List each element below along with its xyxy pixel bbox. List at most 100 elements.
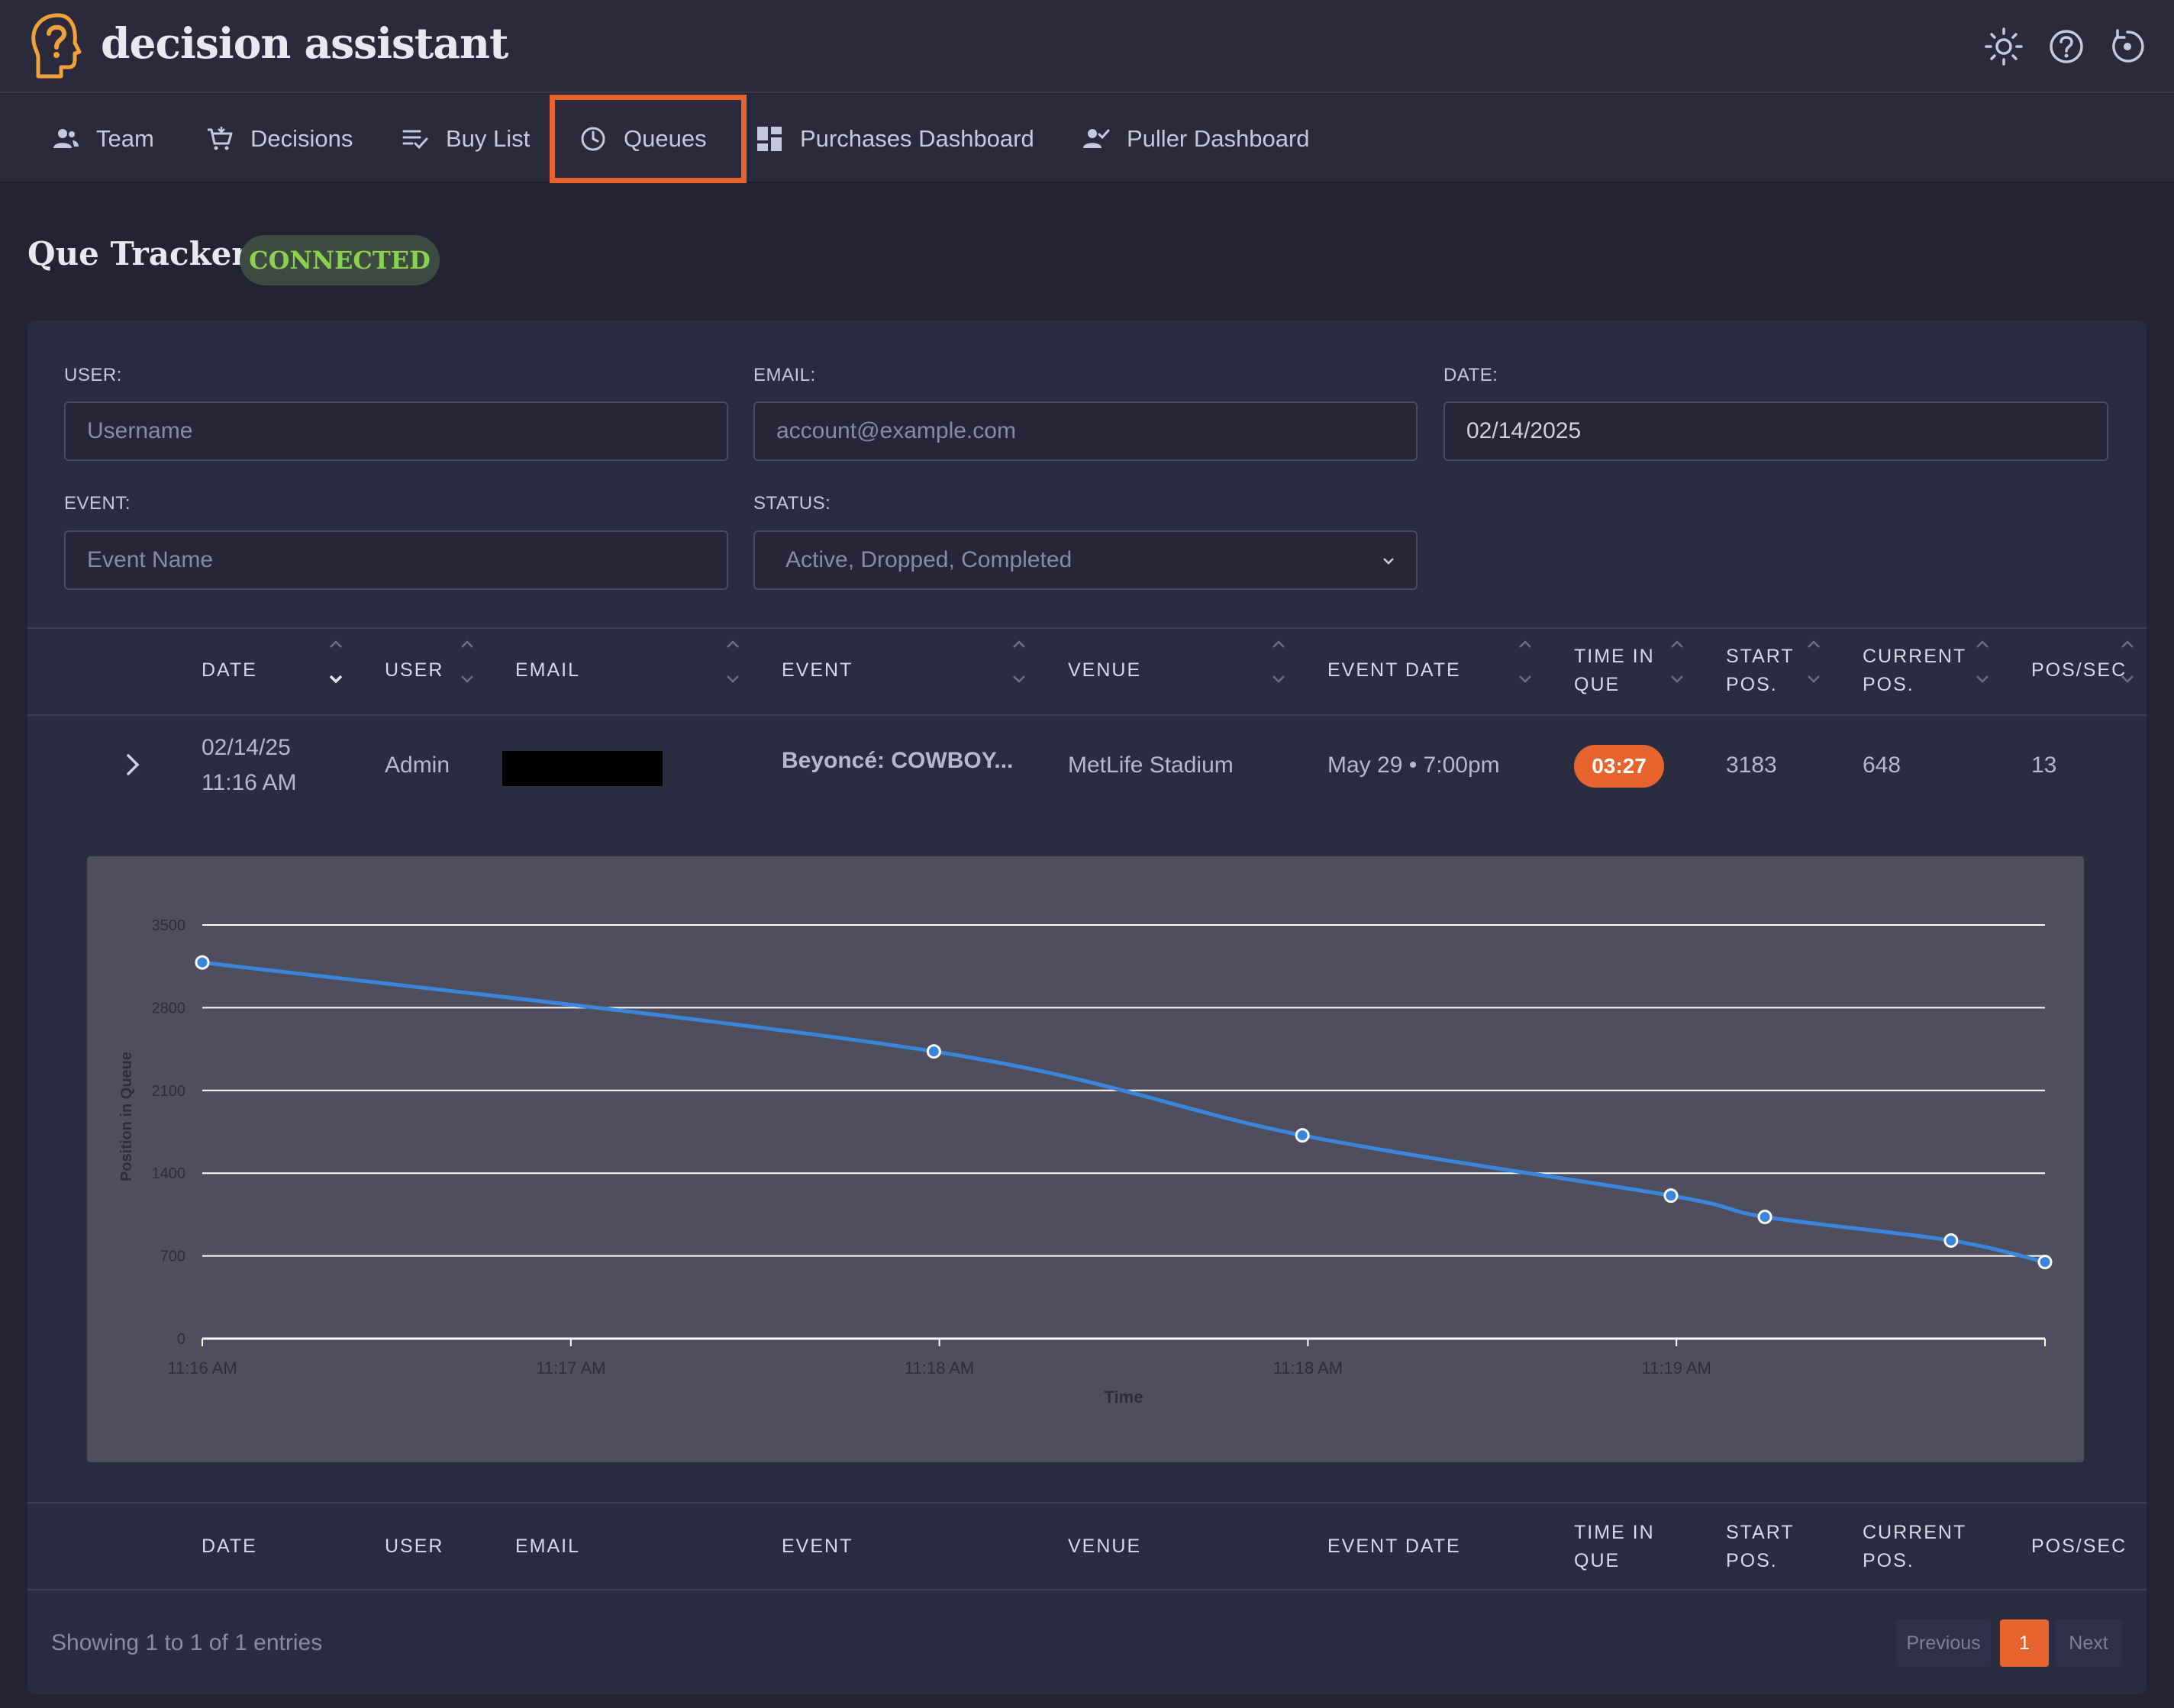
data-point (1757, 1209, 1772, 1224)
x-tick-label: 11:18 AM (905, 1358, 974, 1378)
cart-icon (208, 127, 233, 150)
divider (27, 627, 2147, 629)
column-header-user[interactable]: USER (385, 656, 444, 685)
column-header-email[interactable]: EMAIL (515, 656, 580, 685)
nav-label: Buy List (446, 125, 531, 152)
column-header-label: EVENT (782, 659, 853, 681)
footer-header-user: USER (385, 1536, 444, 1557)
table-info: Showing 1 to 1 of 1 entries (51, 1630, 323, 1655)
event-filter-input[interactable] (64, 530, 728, 590)
y-tick-label: 1400 (152, 1165, 186, 1182)
row-user: Admin (385, 752, 450, 778)
redacted-email (502, 751, 663, 786)
sort-arrows-icon[interactable] (1805, 638, 1822, 684)
date-filter-label: DATE: (1443, 365, 1498, 385)
row-event[interactable]: Beyoncé: COWBOY... (782, 748, 1014, 773)
column-header-label: TIME IN (1574, 646, 1655, 667)
row-date-day: 02/14/25 (202, 735, 291, 760)
y-tick-label: 0 (177, 1331, 185, 1348)
status-filter-select[interactable]: Active, Dropped, Completed (753, 530, 1418, 590)
user-filter-label: USER: (64, 365, 122, 385)
column-header-label: POS. (1726, 674, 1778, 695)
sort-arrows-icon[interactable] (327, 638, 344, 684)
chart-svg: 0 700 1400 2100 2800 3500 11:16 AM 11:17 AM 11:1… (118, 917, 2053, 1407)
nav-item-buy-list[interactable]: Buy List (402, 95, 530, 183)
clock-icon (581, 127, 605, 151)
sort-arrows-icon[interactable] (2119, 638, 2136, 684)
divider (27, 714, 2147, 716)
nav-item-queues[interactable]: Queues (550, 95, 747, 183)
sort-arrows-icon[interactable] (1974, 638, 1991, 684)
brightness-icon[interactable] (1983, 26, 2024, 67)
team-icon (53, 129, 79, 148)
data-point (926, 1044, 941, 1059)
head-question-logo-icon (31, 13, 82, 79)
column-header-label: START (1726, 646, 1795, 667)
column-header-pos-sec[interactable]: POS/SEC (2031, 656, 2127, 685)
column-header-label: QUE (1574, 674, 1621, 695)
page-1-button[interactable]: 1 (2000, 1619, 2049, 1667)
refresh-icon[interactable] (2107, 26, 2148, 67)
page-title: Que Tracker (27, 235, 249, 272)
x-tick-label: 11:18 AM (1273, 1358, 1343, 1378)
status-filter-value: Active, Dropped, Completed (785, 547, 1072, 572)
column-header-label: CURRENT (1863, 646, 1967, 667)
sort-arrows-icon[interactable] (1669, 638, 1685, 684)
data-point (1943, 1233, 1959, 1248)
main-nav: Team Decisions Buy List Queues (0, 95, 2174, 183)
nav-item-decisions[interactable]: Decisions (206, 95, 353, 183)
date-filter-input[interactable] (1443, 401, 2108, 461)
footer-header-date: DATE (202, 1536, 257, 1557)
divider (27, 1502, 2147, 1503)
row-date: 02/14/25 11:16 AM (202, 730, 297, 801)
nav-item-puller-dashboard[interactable]: Puller Dashboard (1082, 95, 1310, 183)
column-header-label: POS. (1863, 674, 1914, 695)
column-header-label: VENUE (1068, 659, 1142, 681)
row-date-time: 11:16 AM (202, 770, 297, 795)
chevron-right-icon[interactable] (122, 751, 144, 778)
y-tick-label: 3500 (152, 917, 186, 934)
row-start-pos: 3183 (1726, 752, 1777, 778)
x-tick-label: 11:17 AM (536, 1358, 605, 1378)
column-header-label: USER (385, 659, 444, 681)
column-header-label: EVENT DATE (1327, 659, 1461, 681)
column-header-start-pos[interactable]: START POS. (1726, 643, 1795, 699)
column-header-label: DATE (202, 659, 257, 681)
column-header-event[interactable]: EVENT (782, 656, 853, 685)
sort-arrows-icon[interactable] (1270, 638, 1287, 684)
app-title: decision assistant (101, 18, 508, 68)
row-current-pos: 648 (1863, 752, 1901, 778)
nav-item-team[interactable]: Team (52, 95, 154, 183)
column-header-venue[interactable]: VENUE (1068, 656, 1141, 685)
footer-header-label: QUE (1574, 1550, 1621, 1571)
sort-arrows-icon[interactable] (459, 638, 476, 684)
x-tick-label: 11:19 AM (1642, 1358, 1711, 1378)
time-in-que-badge: 03:27 (1574, 745, 1664, 788)
footer-header-email: EMAIL (515, 1536, 581, 1557)
footer-header-time-in-que: TIME IN QUE (1574, 1519, 1655, 1575)
email-filter-input[interactable] (753, 401, 1418, 461)
data-point (1295, 1128, 1310, 1143)
sort-arrows-icon[interactable] (1011, 638, 1027, 684)
help-icon[interactable] (2046, 26, 2087, 67)
divider (27, 1589, 2147, 1590)
column-header-date[interactable]: DATE (202, 656, 257, 685)
chevron-down-icon (1383, 558, 1394, 565)
column-header-label: POS/SEC (2031, 659, 2127, 681)
data-point (1663, 1188, 1679, 1204)
column-header-current-pos[interactable]: CURRENT POS. (1863, 643, 1966, 699)
sort-arrows-icon[interactable] (1517, 638, 1534, 684)
y-tick-label: 700 (160, 1249, 185, 1265)
x-tick-label: 11:16 AM (167, 1358, 237, 1378)
next-button[interactable]: Next (2055, 1619, 2122, 1667)
footer-header-label: POS. (1726, 1550, 1778, 1571)
column-header-event-date[interactable]: EVENT DATE (1327, 656, 1461, 685)
nav-item-purchases-dashboard[interactable]: Purchases Dashboard (756, 95, 1034, 183)
column-header-time-in-que[interactable]: TIME IN QUE (1574, 643, 1655, 699)
nav-label: Queues (624, 125, 707, 152)
sort-arrows-icon[interactable] (724, 638, 741, 684)
nav-label: Purchases Dashboard (800, 125, 1034, 152)
user-filter-input[interactable] (64, 401, 728, 461)
previous-button[interactable]: Previous (1896, 1619, 1991, 1667)
y-axis-title: Position in Queue (118, 1052, 135, 1181)
